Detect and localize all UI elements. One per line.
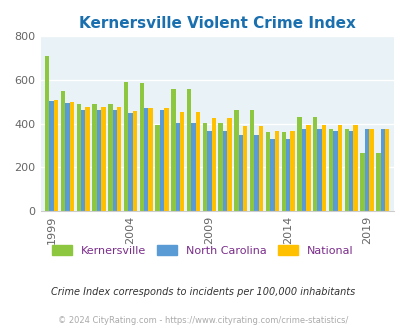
Bar — [375, 153, 379, 211]
Bar — [108, 104, 112, 211]
Bar — [258, 126, 262, 211]
Bar — [160, 110, 164, 211]
Bar — [117, 107, 121, 211]
Bar — [333, 131, 337, 211]
Bar — [364, 129, 368, 211]
Bar — [144, 109, 148, 211]
Bar — [132, 111, 137, 211]
Bar — [54, 100, 58, 211]
Bar — [155, 125, 160, 211]
Bar — [202, 123, 207, 211]
Bar — [328, 129, 333, 211]
Legend: Kernersville, North Carolina, National: Kernersville, North Carolina, National — [48, 241, 357, 260]
Bar — [164, 109, 168, 211]
Bar — [317, 129, 321, 211]
Bar — [101, 107, 105, 211]
Bar — [227, 118, 231, 211]
Text: © 2024 CityRating.com - https://www.cityrating.com/crime-statistics/: © 2024 CityRating.com - https://www.city… — [58, 315, 347, 325]
Bar — [191, 123, 195, 211]
Bar — [77, 104, 81, 211]
Bar — [65, 103, 69, 211]
Text: Crime Index corresponds to incidents per 100,000 inhabitants: Crime Index corresponds to incidents per… — [51, 287, 354, 297]
Bar — [124, 82, 128, 211]
Bar — [384, 129, 388, 211]
Bar — [312, 117, 317, 211]
Bar — [305, 125, 310, 211]
Bar — [81, 110, 85, 211]
Bar — [179, 112, 184, 211]
Bar — [186, 89, 191, 211]
Bar — [296, 117, 301, 211]
Bar — [128, 113, 132, 211]
Bar — [85, 107, 90, 211]
Bar — [281, 132, 285, 211]
Bar — [171, 89, 175, 211]
Bar — [321, 125, 326, 211]
Bar — [348, 131, 353, 211]
Bar — [112, 110, 117, 211]
Bar — [344, 129, 348, 211]
Bar — [243, 126, 247, 211]
Bar — [379, 129, 384, 211]
Bar — [61, 91, 65, 211]
Bar — [139, 83, 144, 211]
Bar — [148, 109, 153, 211]
Bar — [234, 110, 238, 211]
Bar — [249, 110, 254, 211]
Bar — [175, 123, 179, 211]
Bar — [218, 123, 222, 211]
Bar — [290, 131, 294, 211]
Bar — [49, 101, 54, 211]
Bar — [254, 135, 258, 211]
Bar — [270, 139, 274, 211]
Bar — [222, 131, 227, 211]
Bar — [337, 125, 341, 211]
Bar — [285, 139, 290, 211]
Bar — [238, 135, 243, 211]
Bar — [195, 112, 200, 211]
Bar — [353, 125, 357, 211]
Bar — [360, 153, 364, 211]
Bar — [207, 131, 211, 211]
Title: Kernersville Violent Crime Index: Kernersville Violent Crime Index — [79, 16, 355, 31]
Bar — [96, 110, 101, 211]
Bar — [211, 118, 215, 211]
Bar — [45, 56, 49, 211]
Bar — [69, 102, 74, 211]
Bar — [368, 129, 373, 211]
Bar — [92, 104, 96, 211]
Bar — [265, 132, 270, 211]
Bar — [301, 129, 305, 211]
Bar — [274, 131, 278, 211]
